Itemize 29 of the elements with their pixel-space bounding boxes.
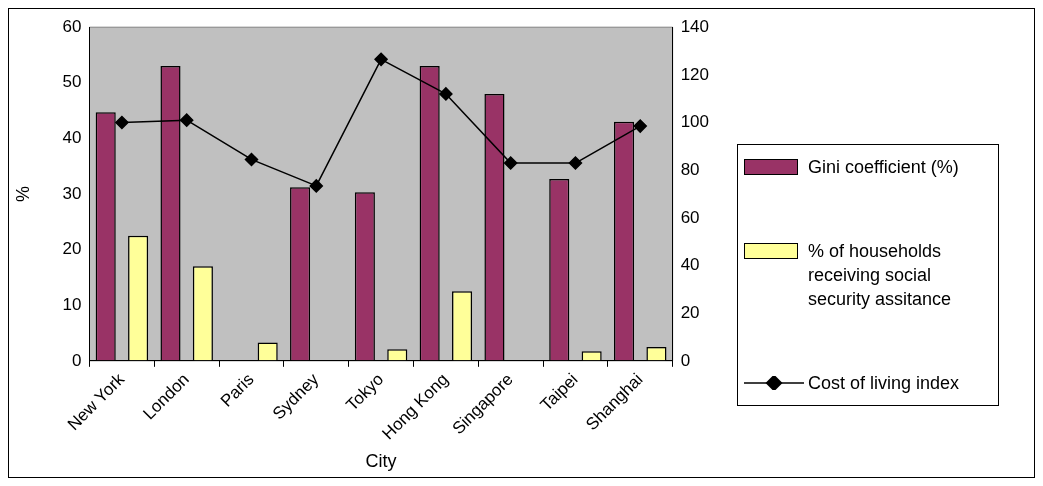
y-tick-label: 40	[62, 128, 82, 148]
legend-label: Cost of living index	[808, 372, 960, 395]
y2-tick-label: 140	[680, 16, 710, 36]
y-tick-label: 0	[72, 350, 82, 370]
legend-label: % of households receiving social security assitance	[808, 240, 953, 311]
point	[115, 115, 129, 130]
y-tick-label: 50	[62, 72, 82, 92]
point	[633, 119, 647, 133]
y2-tick-label: 40	[680, 255, 700, 275]
point	[309, 179, 324, 193]
y-tick-label: 20	[62, 239, 82, 259]
point	[503, 156, 518, 170]
y-axis-title: %	[12, 186, 33, 203]
point	[374, 52, 388, 67]
x-axis-title: City	[365, 451, 397, 472]
y-tick-label: 60	[62, 16, 82, 36]
y-tick-label: 30	[62, 183, 82, 203]
y-tick-label: 10	[62, 294, 82, 314]
y2-tick-label: 80	[680, 159, 700, 179]
y2-tick-label: 120	[680, 64, 710, 84]
point	[439, 87, 453, 101]
y2-tick-label: 0	[680, 350, 691, 370]
point	[244, 152, 259, 167]
y2-tick-label: 20	[680, 302, 700, 322]
point	[568, 156, 583, 170]
legend-label: Gini coefficient (%)	[808, 156, 959, 179]
y2-tick-label: 100	[680, 112, 710, 132]
y2-tick-label: 60	[680, 207, 700, 227]
point	[179, 113, 194, 127]
